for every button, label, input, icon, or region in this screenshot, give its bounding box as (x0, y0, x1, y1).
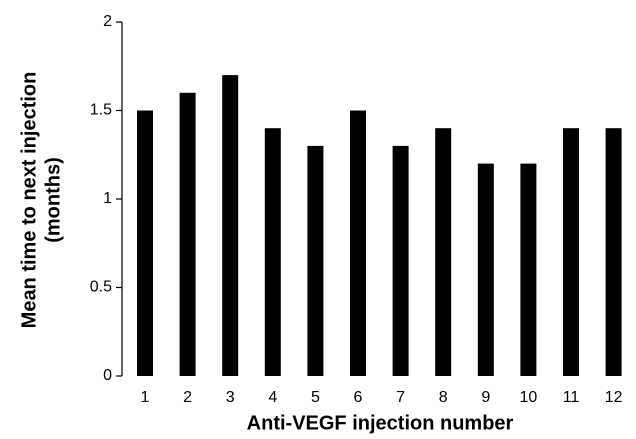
bar (307, 145, 324, 376)
bar (477, 163, 494, 376)
bar (392, 145, 409, 376)
x-tick-label: 5 (311, 389, 320, 406)
bar (563, 128, 579, 376)
x-tick-label: 11 (563, 389, 580, 406)
bar (264, 128, 281, 376)
x-tick-label: 8 (439, 389, 448, 406)
x-tick-label: 6 (354, 389, 363, 406)
y-tick-label: 1.5 (90, 102, 112, 119)
x-tick-label: 1 (141, 389, 150, 406)
bar (435, 128, 452, 376)
x-tick-label: 12 (605, 389, 623, 406)
y-tick-label: 1 (103, 190, 112, 207)
bar (520, 163, 537, 376)
bar (605, 128, 622, 376)
bar (222, 75, 239, 376)
bar (350, 110, 366, 376)
y-tick-label: 0.5 (90, 279, 112, 296)
y-tick-label: 2 (103, 13, 112, 30)
bar (179, 92, 196, 377)
x-tick-label: 2 (183, 389, 192, 406)
bar (137, 110, 153, 376)
y-tick-label: 0 (103, 367, 112, 384)
x-axis-title: Anti-VEGF injection number (247, 412, 514, 434)
y-axis-title: (months) (42, 157, 64, 243)
y-axis-title: Mean time to next injection (18, 72, 40, 329)
x-tick-label: 10 (520, 389, 538, 406)
x-tick-label: 7 (396, 389, 405, 406)
x-tick-label: 9 (481, 389, 490, 406)
x-tick-label: 4 (268, 389, 277, 406)
x-tick-label: 3 (226, 389, 235, 406)
